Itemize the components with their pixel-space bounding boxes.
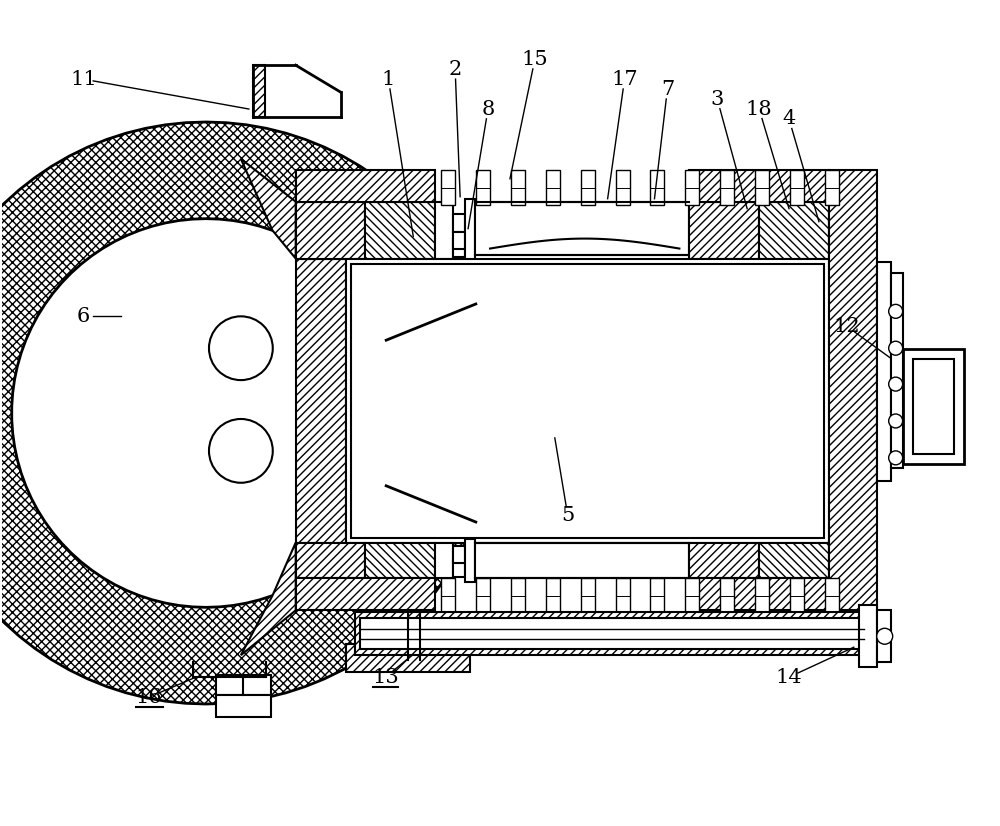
Polygon shape: [759, 543, 829, 578]
Text: 5: 5: [561, 506, 574, 525]
Bar: [453, 545, 465, 563]
Polygon shape: [296, 259, 346, 543]
Text: 16: 16: [136, 687, 162, 706]
Text: 18: 18: [746, 99, 772, 118]
Bar: [453, 559, 465, 577]
Bar: [825, 170, 839, 205]
Bar: [435, 202, 453, 259]
Bar: [441, 170, 455, 205]
Polygon shape: [296, 543, 365, 578]
Circle shape: [889, 451, 903, 465]
Polygon shape: [365, 202, 435, 259]
Bar: [511, 578, 525, 612]
Bar: [581, 578, 595, 612]
Bar: [755, 578, 769, 612]
Bar: [475, 543, 689, 578]
Bar: [346, 259, 829, 543]
Circle shape: [889, 414, 903, 428]
Bar: [685, 578, 699, 612]
Bar: [825, 578, 839, 612]
Bar: [616, 578, 630, 612]
Text: 7: 7: [661, 79, 674, 98]
Bar: [790, 170, 804, 205]
Circle shape: [877, 629, 893, 644]
Text: 2: 2: [449, 59, 462, 78]
Text: 12: 12: [834, 317, 860, 336]
Bar: [296, 578, 435, 610]
Bar: [903, 349, 964, 464]
Text: 1: 1: [382, 69, 395, 88]
Polygon shape: [759, 202, 829, 259]
Polygon shape: [689, 543, 759, 578]
Bar: [913, 359, 954, 453]
Polygon shape: [296, 202, 365, 259]
Text: 4: 4: [782, 110, 796, 129]
Polygon shape: [365, 543, 435, 578]
Bar: [253, 65, 265, 117]
Bar: [216, 695, 271, 717]
Text: 3: 3: [711, 89, 724, 108]
Bar: [546, 578, 560, 612]
Bar: [829, 558, 845, 573]
Bar: [689, 170, 829, 202]
Bar: [581, 170, 595, 205]
Bar: [296, 170, 435, 202]
Bar: [435, 543, 453, 578]
Text: 17: 17: [611, 69, 638, 88]
Circle shape: [209, 316, 273, 380]
Bar: [465, 539, 475, 582]
Bar: [845, 254, 863, 267]
Bar: [546, 170, 560, 205]
Bar: [689, 578, 829, 610]
Bar: [441, 578, 455, 612]
Bar: [616, 170, 630, 205]
Bar: [476, 578, 490, 612]
Text: 13: 13: [372, 667, 399, 686]
Circle shape: [889, 341, 903, 355]
Bar: [346, 644, 470, 672]
Polygon shape: [241, 543, 296, 655]
Circle shape: [209, 419, 273, 482]
Bar: [453, 214, 465, 231]
Bar: [877, 262, 891, 481]
Bar: [891, 273, 903, 468]
Bar: [216, 675, 271, 695]
Bar: [829, 542, 845, 556]
Text: 11: 11: [70, 69, 97, 88]
Text: 14: 14: [776, 667, 802, 686]
Polygon shape: [689, 202, 759, 259]
Polygon shape: [829, 170, 877, 610]
Bar: [475, 202, 689, 254]
Bar: [465, 199, 475, 263]
Bar: [829, 212, 845, 226]
Text: 8: 8: [481, 99, 495, 118]
Bar: [351, 263, 824, 538]
Bar: [755, 170, 769, 205]
Bar: [829, 229, 845, 244]
Bar: [476, 170, 490, 205]
Polygon shape: [241, 159, 296, 259]
Bar: [845, 233, 859, 240]
Bar: [720, 578, 734, 612]
Circle shape: [889, 304, 903, 318]
Bar: [650, 578, 664, 612]
Circle shape: [889, 377, 903, 391]
Bar: [360, 619, 864, 649]
Bar: [685, 170, 699, 205]
Bar: [453, 231, 465, 249]
Bar: [453, 239, 465, 257]
Polygon shape: [355, 612, 867, 655]
Bar: [829, 249, 845, 264]
Bar: [720, 170, 734, 205]
Polygon shape: [0, 122, 476, 704]
Bar: [845, 563, 859, 572]
Bar: [650, 170, 664, 205]
Text: 15: 15: [522, 50, 548, 69]
Bar: [511, 170, 525, 205]
Bar: [859, 605, 877, 667]
Bar: [877, 610, 891, 662]
Bar: [790, 578, 804, 612]
Text: 6: 6: [77, 306, 90, 325]
